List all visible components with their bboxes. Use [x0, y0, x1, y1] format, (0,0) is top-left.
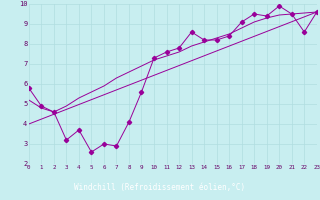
Text: Windchill (Refroidissement éolien,°C): Windchill (Refroidissement éolien,°C): [75, 183, 245, 192]
